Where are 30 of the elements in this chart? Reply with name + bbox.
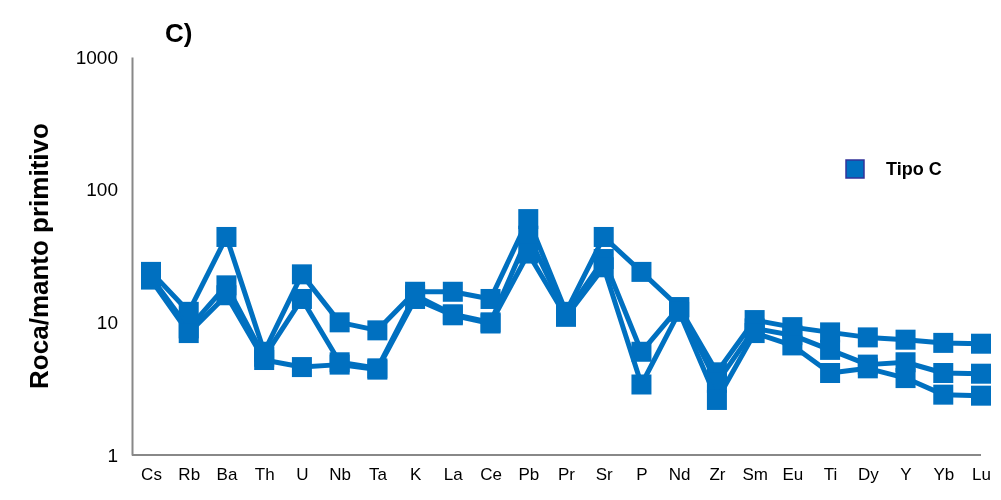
- chart-title: C): [165, 18, 193, 48]
- x-tick-label: Lu: [972, 465, 991, 485]
- x-tick-label: Sm: [742, 465, 768, 485]
- x-tick-label: Nb: [329, 465, 351, 485]
- x-tick-label: K: [409, 465, 422, 485]
- x-tick-label: Ba: [216, 465, 238, 485]
- x-tick-label: Ce: [480, 465, 502, 485]
- x-tick-label: Dy: [857, 465, 880, 485]
- x-tick-label: Yb: [933, 465, 955, 485]
- x-tick-label: Ta: [368, 465, 388, 485]
- legend-label: Tipo C: [886, 159, 942, 179]
- x-tick-label: Ti: [823, 465, 838, 485]
- x-tick-label: Sr: [595, 465, 614, 485]
- x-tick-label: P: [636, 465, 648, 485]
- y-tick-label: 1: [107, 444, 118, 466]
- x-tick-label: Y: [900, 465, 912, 485]
- x-tick-label: Pr: [558, 465, 576, 485]
- y-tick-label: 1000: [75, 46, 118, 68]
- y-axis-title: Roca/manto primitivo: [24, 123, 54, 389]
- x-tick-label: Eu: [782, 465, 804, 485]
- x-tick-label: La: [443, 465, 464, 485]
- x-tick-label: Rb: [178, 465, 201, 485]
- x-tick-label: Nd: [668, 465, 691, 485]
- x-tick-label: U: [296, 465, 309, 485]
- x-tick-label: Cs: [141, 465, 162, 485]
- y-tick-label: 100: [86, 179, 118, 201]
- x-tick-label: Zr: [709, 465, 726, 485]
- y-tick-label: 10: [96, 311, 118, 333]
- x-tick-label: Th: [254, 465, 275, 485]
- x-tick-label: Pb: [518, 465, 540, 485]
